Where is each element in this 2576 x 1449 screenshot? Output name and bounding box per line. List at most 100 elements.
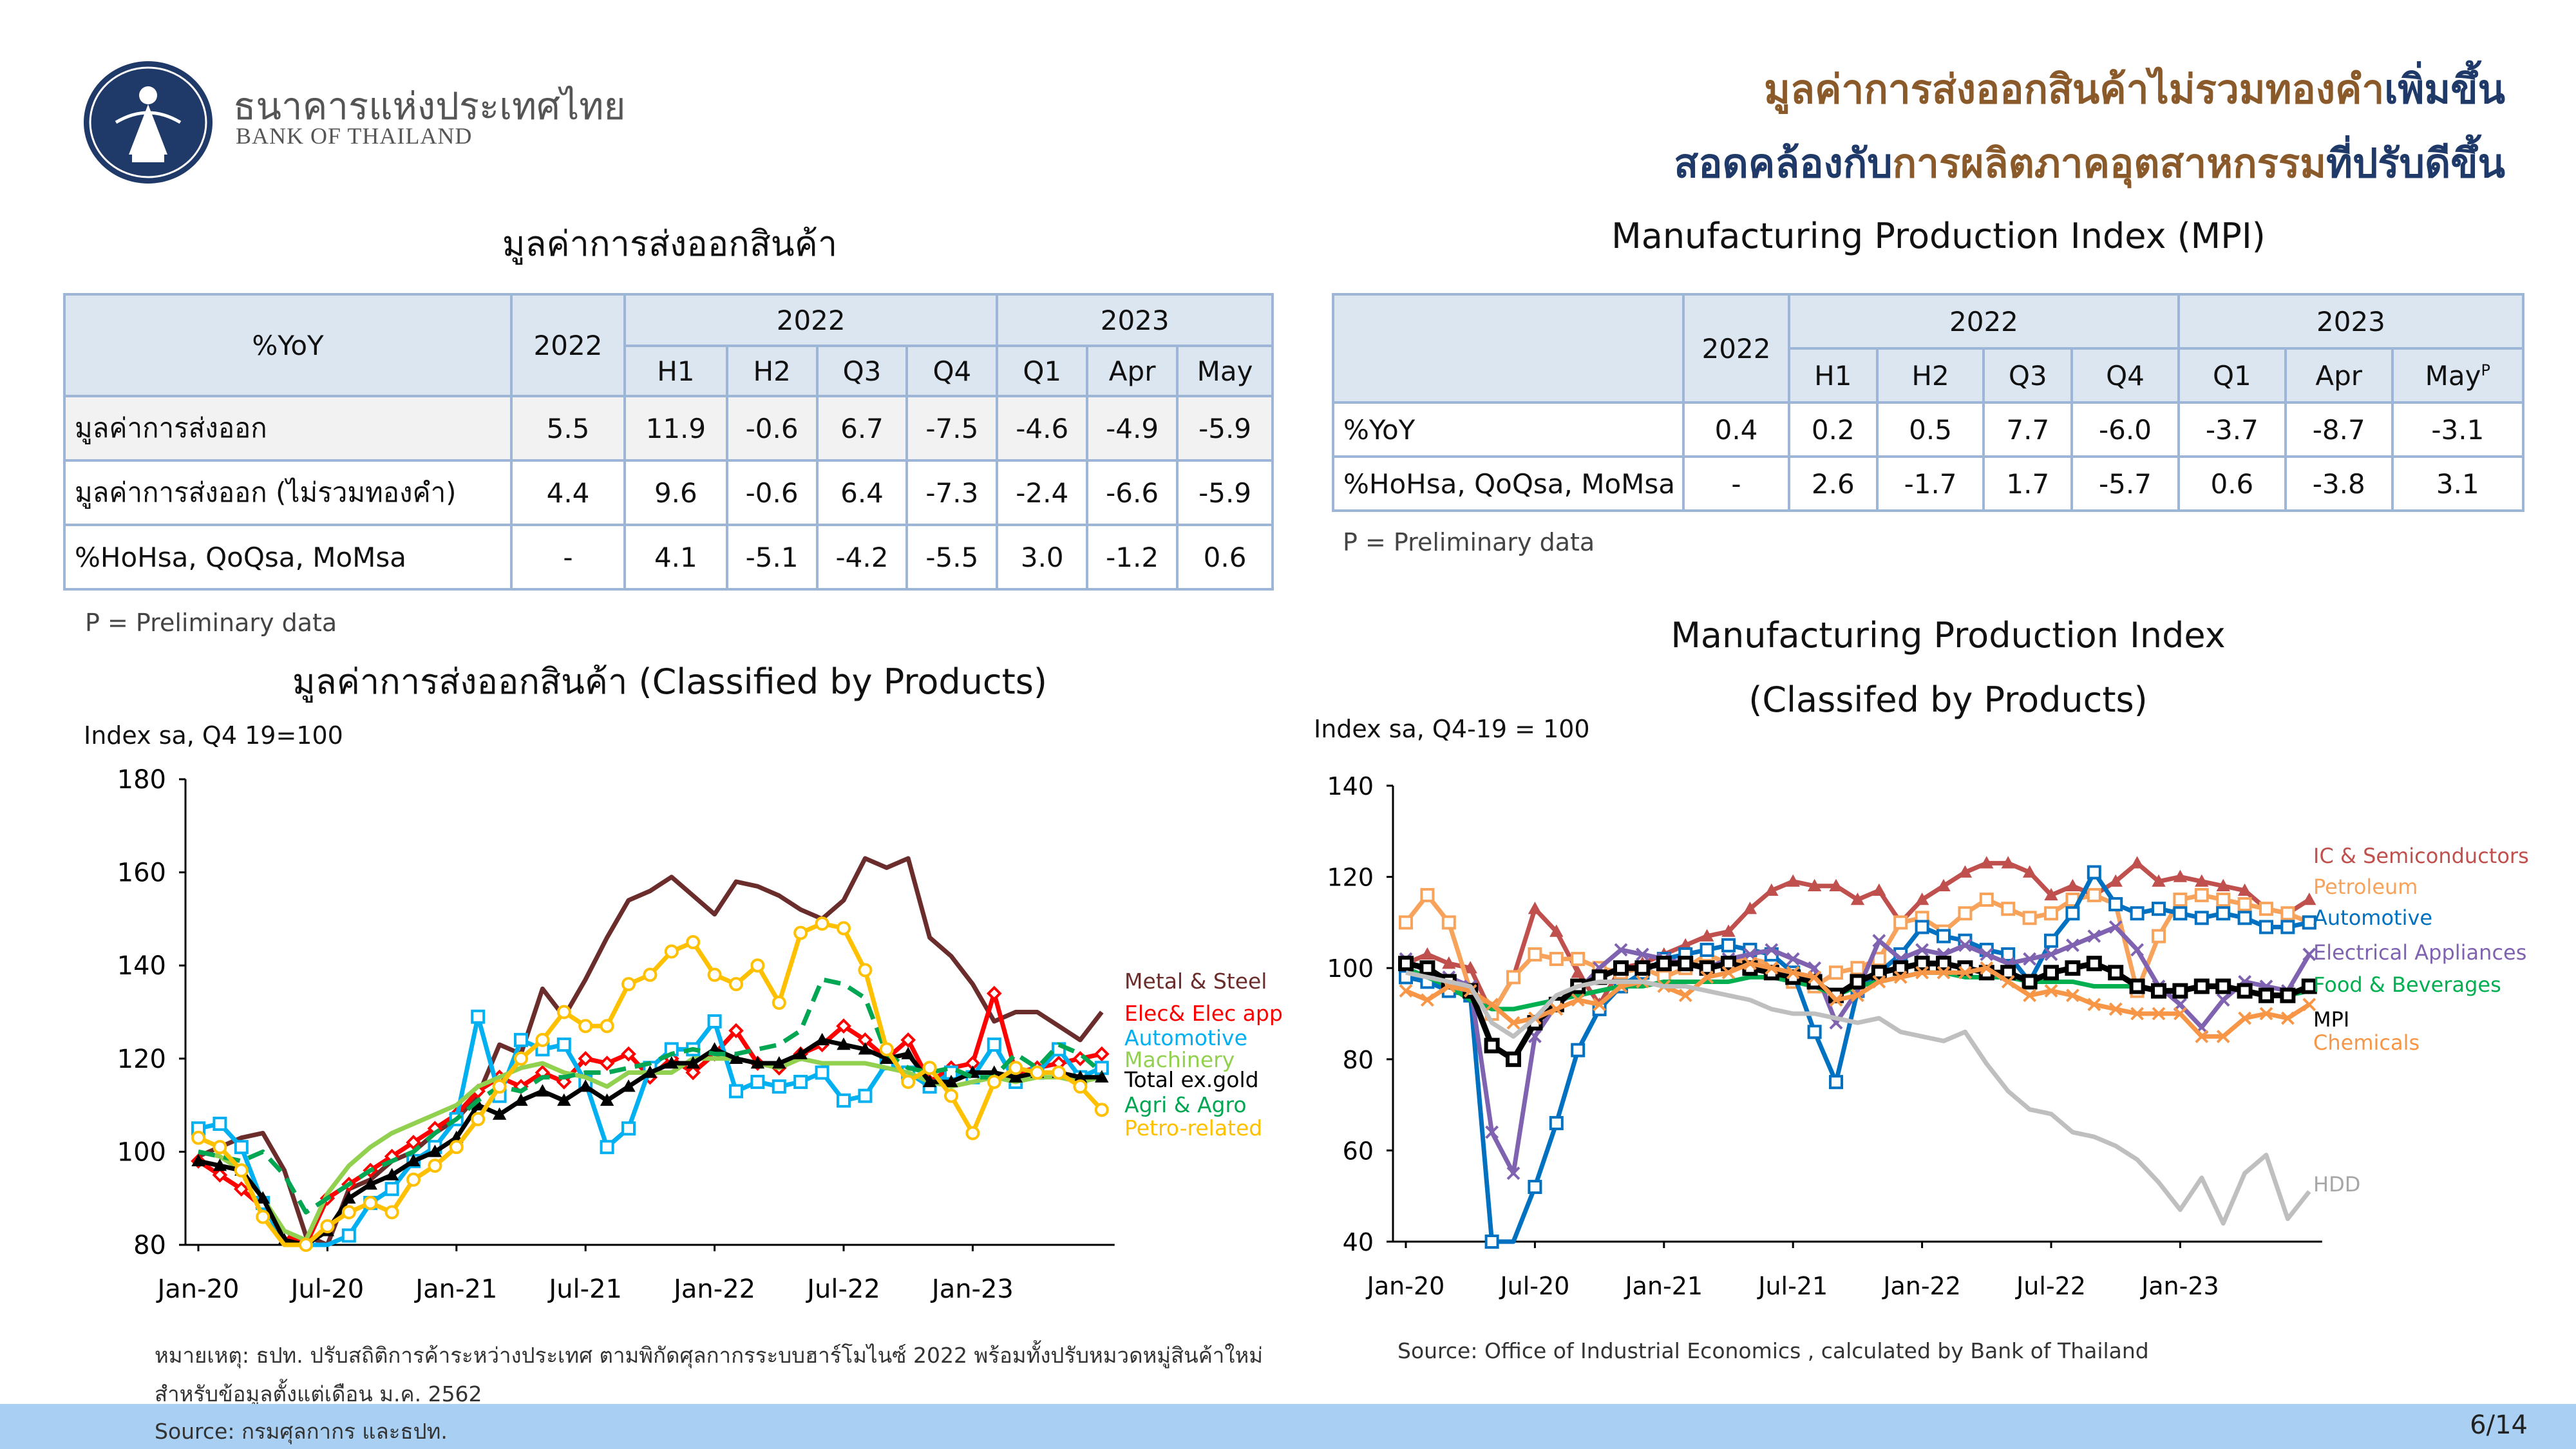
automotive-marker (1700, 942, 1714, 957)
mpi-marker (1871, 965, 1887, 981)
automotive-marker (1937, 929, 1951, 943)
chemicals-marker (1506, 1016, 1520, 1030)
chemicals-marker (2152, 1007, 2166, 1021)
petro-related-marker (535, 1032, 550, 1047)
total-ex-gold-marker (557, 1093, 571, 1106)
series-elec-elec-app (191, 985, 1110, 1247)
petro-related-marker (514, 1051, 528, 1066)
mpi-marker (1893, 960, 1909, 976)
chemicals-marker (1721, 965, 1736, 980)
chemicals-marker (1872, 975, 1886, 989)
x-tick-label: Jan-20 (1366, 1272, 1445, 1300)
table-cell: -7.5 (905, 395, 999, 462)
petroleum-marker (2044, 906, 2058, 921)
legend-metal-steel: Metal & Steel (1124, 969, 1267, 994)
subcol-header: Q3 (1982, 347, 2074, 404)
automotive-marker (729, 1084, 743, 1099)
ic-semiconductors-marker (1829, 878, 1843, 891)
electrical-appliances-marker (1765, 943, 1779, 957)
automotive-marker (2302, 915, 2316, 930)
elec-elec-app-marker (406, 1135, 421, 1150)
petro-related-marker (191, 1130, 205, 1145)
chemicals-marker (1915, 965, 1929, 980)
total-ex-gold-marker (815, 1032, 829, 1046)
elec-elec-app-marker (728, 1023, 744, 1039)
table-cell: -5.9 (1176, 459, 1274, 526)
x-tick-label: Jul-20 (1499, 1272, 1569, 1300)
ic-semiconductors-marker (2130, 856, 2145, 869)
machinery-line (198, 1056, 1103, 1243)
subcol-header: Apr (1086, 345, 1179, 397)
chemicals-marker (1549, 1002, 1564, 1016)
petro-related-marker (234, 1163, 249, 1178)
ic-semiconductors-marker (2195, 874, 2209, 887)
mpi-marker (2129, 978, 2145, 994)
table-cell: - (1682, 455, 1790, 512)
chemicals-marker (2302, 998, 2316, 1012)
mpi-chart-title-line1: Manufacturing Production Index (1671, 615, 2226, 656)
legend-food-beverages: Food & Beverages (2313, 972, 2501, 997)
ic-semiconductors-marker (1442, 956, 1456, 969)
total-ex-gold-marker (922, 1074, 937, 1088)
mpi-marker (1398, 956, 1414, 972)
table-cell: -4.6 (996, 395, 1089, 462)
petroleum-marker (1506, 970, 1520, 985)
automotive-marker (2280, 920, 2295, 934)
elec-elec-app-marker (212, 1167, 228, 1183)
chemicals-marker (1678, 989, 1692, 1003)
automotive-marker (341, 1228, 356, 1243)
headline-part: ที่ปรับดีขึ้น (2326, 140, 2505, 187)
ic-semiconductors-marker (2173, 869, 2188, 882)
mpi-marker (2022, 974, 2038, 990)
table-cell: -0.6 (725, 395, 819, 462)
chemicals-marker (1485, 998, 1499, 1012)
automotive-marker (2130, 906, 2145, 921)
subcol-header: H2 (725, 345, 819, 397)
mpi-marker (1656, 956, 1672, 972)
chemicals-marker (2001, 975, 2015, 989)
chemicals-marker (2087, 998, 2101, 1012)
electrical-appliances-marker (2023, 952, 2037, 966)
automotive-marker (815, 1065, 829, 1080)
petroleum-marker (1549, 952, 1564, 967)
x-tick-label: Jul-21 (1757, 1272, 1828, 1300)
petroleum-marker (2152, 929, 2166, 943)
y-tick-label: 100 (1327, 954, 1374, 983)
petroleum-marker (1979, 893, 1994, 907)
year-header: 2022 (510, 293, 626, 397)
headline-part: เพิ่มขึ้น (2384, 66, 2505, 113)
ic-semiconductors-marker (2044, 887, 2058, 901)
automotive-marker (750, 1074, 765, 1089)
elec-elec-app-marker (986, 985, 1002, 1001)
table-row: %YoY 0.4 0.2 0.5 7.7 -6.0 -3.7 -8.7 -3.1 (1332, 401, 2525, 458)
legend-elec-elec-app: Elec& Elec app (1124, 1001, 1283, 1026)
petroleum-marker (2173, 893, 2188, 907)
mpi-marker (1936, 956, 1951, 972)
automotive-marker (1915, 920, 1929, 934)
subcol-header: Q3 (815, 345, 909, 397)
series-petro-related (191, 916, 1109, 1252)
electrical-appliances-marker (1506, 1166, 1520, 1180)
x-tick-label: Jul-20 (289, 1274, 365, 1304)
mpi-marker (2151, 983, 2166, 999)
row-label: %YoY (1332, 401, 1685, 458)
petro-related-marker (944, 1088, 958, 1103)
row-label: มูลค่าการส่งออก (ไม่รวมทองคำ) (63, 459, 513, 526)
petroleum-marker (1528, 947, 1542, 961)
automotive-marker (1484, 1235, 1499, 1249)
table-cell: -3.1 (2391, 401, 2525, 458)
legend-machinery: Machinery (1124, 1047, 1235, 1072)
total-ex-gold-marker (384, 1168, 399, 1180)
petro-related-marker (707, 967, 722, 982)
ic-semiconductors-marker (2237, 883, 2252, 896)
petroleum-marker (2194, 887, 2209, 902)
ic-semiconductors-marker (1958, 865, 1973, 878)
electrical-appliances-marker (2044, 947, 2058, 961)
petro-related-marker (879, 1042, 894, 1057)
table-cell: -3.8 (2284, 455, 2394, 512)
legend-automotive: Automotive (1124, 1025, 1247, 1050)
mpi-marker (1850, 974, 1866, 990)
petro-related-marker (815, 916, 829, 931)
electrical-appliances-marker (1958, 938, 1972, 952)
mpi-table-title: Manufacturing Production Index (MPI) (1611, 216, 2266, 256)
